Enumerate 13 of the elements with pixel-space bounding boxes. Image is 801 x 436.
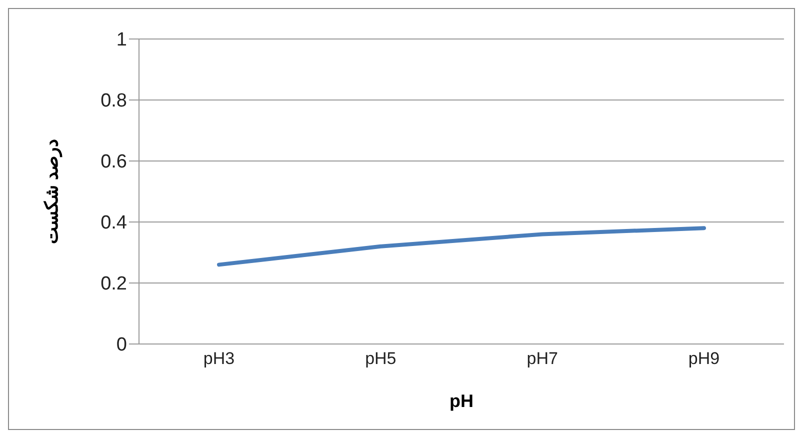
y-tick-label: 0.2 xyxy=(100,274,127,295)
y-tick-label: 0.4 xyxy=(100,212,128,234)
x-axis-title: pH xyxy=(450,391,474,411)
y-axis-title: درصد شکست xyxy=(41,138,62,244)
line-series xyxy=(217,226,706,267)
y-tick-label: 1 xyxy=(116,30,127,51)
y-tick-label: 0.8 xyxy=(100,90,127,112)
x-tick-label: pH5 xyxy=(365,349,396,368)
x-tick-label: pH7 xyxy=(526,349,558,368)
y-tick-label: 0 xyxy=(116,334,127,356)
x-tick-label: pH3 xyxy=(203,349,235,368)
x-tick-label: pH9 xyxy=(688,349,720,368)
y-tick-label: 0.6 xyxy=(100,152,127,173)
